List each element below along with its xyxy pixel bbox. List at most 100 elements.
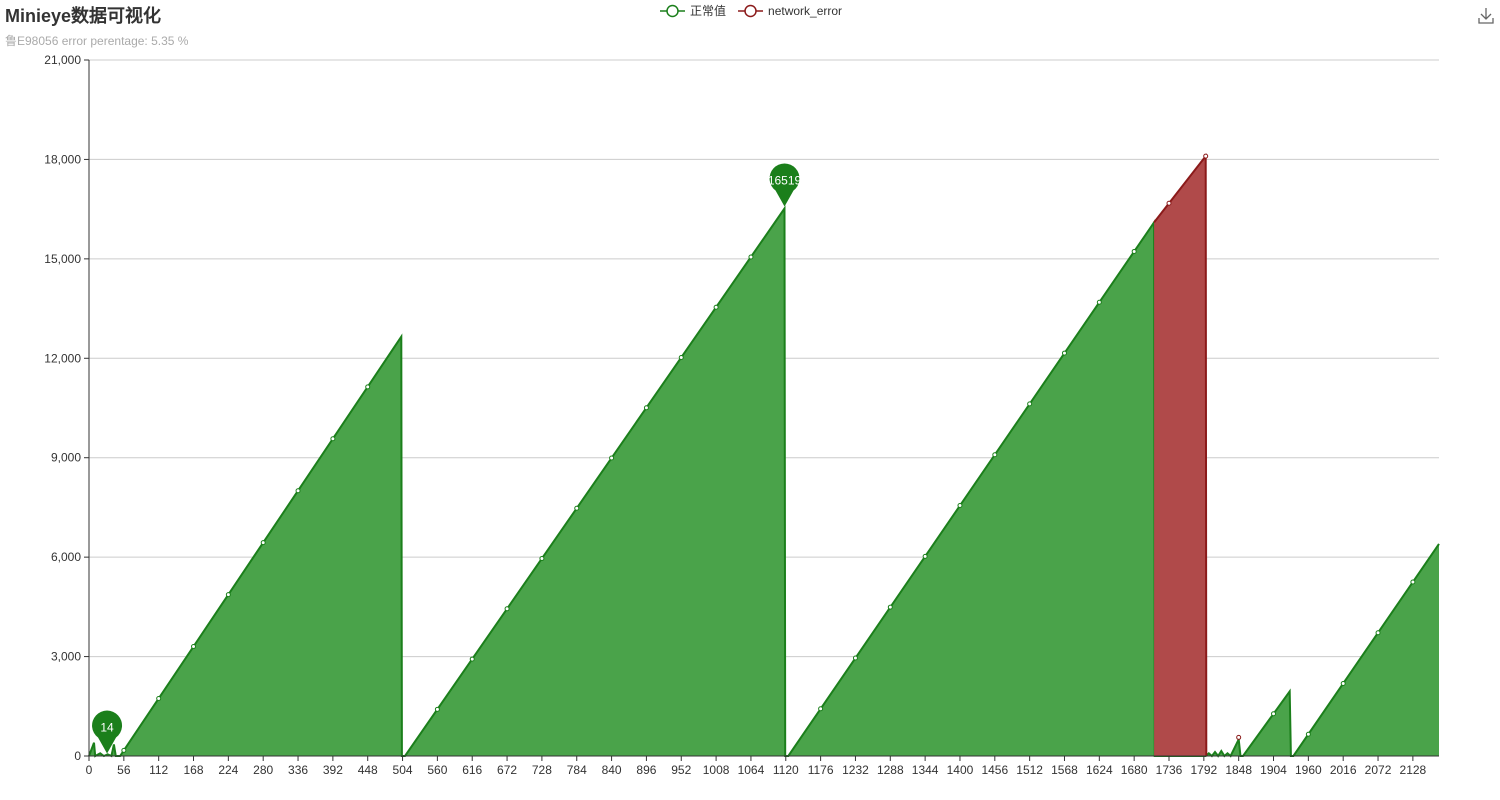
legend-label: 正常值 xyxy=(690,3,726,18)
x-tick-label: 952 xyxy=(671,763,691,777)
normal-data-point[interactable] xyxy=(1131,248,1137,254)
x-tick-label: 1456 xyxy=(981,763,1008,777)
x-tick-label: 336 xyxy=(288,763,308,777)
series-areas xyxy=(88,153,1440,758)
y-tick-label: 3,000 xyxy=(51,650,81,664)
y-tick-label: 12,000 xyxy=(44,351,81,365)
legend-symbol-icon xyxy=(666,4,679,18)
y-tick-label: 6,000 xyxy=(51,550,81,564)
normal-data-point[interactable] xyxy=(852,655,858,661)
annotation-pin[interactable]: 16519 xyxy=(768,163,802,207)
x-tick-label: 56 xyxy=(117,763,131,777)
x-tick-label: 728 xyxy=(532,763,552,777)
x-tick-label: 392 xyxy=(323,763,343,777)
normal-data-point[interactable] xyxy=(1305,731,1311,737)
x-tick-label: 560 xyxy=(427,763,447,777)
x-tick-label: 1960 xyxy=(1295,763,1322,777)
x-tick-label: 448 xyxy=(358,763,378,777)
y-tick-label: 9,000 xyxy=(51,451,81,465)
normal-data-point[interactable] xyxy=(1375,630,1381,636)
x-tick-label: 840 xyxy=(602,763,622,777)
legend-label: network_error xyxy=(768,4,842,18)
annotation-pin[interactable]: 14 xyxy=(92,710,123,754)
normal-data-point[interactable] xyxy=(539,556,545,562)
annotation-label: 16519 xyxy=(768,174,802,188)
legend-item[interactable]: 正常值 xyxy=(660,3,726,18)
x-tick-label: 0 xyxy=(86,763,93,777)
normal-data-point[interactable] xyxy=(330,436,336,442)
normal-data-point[interactable] xyxy=(1027,401,1033,407)
x-tick-label: 1512 xyxy=(1016,763,1043,777)
network-error-data-point[interactable] xyxy=(1203,153,1209,159)
x-tick-label: 1064 xyxy=(738,763,765,777)
normal-data-point[interactable] xyxy=(574,505,580,511)
normal-data-point[interactable] xyxy=(1061,350,1067,356)
x-tick-label: 672 xyxy=(497,763,517,777)
chart-title: Minieye数据可视化 xyxy=(5,6,162,26)
normal-data-point[interactable] xyxy=(643,405,649,411)
normal-data-point[interactable] xyxy=(887,604,893,610)
legend-item[interactable]: network_error xyxy=(738,4,842,18)
normal-data-point[interactable] xyxy=(504,606,510,612)
chart-subtitle: 鲁E98056 error perentage: 5.35 % xyxy=(5,34,189,48)
normal-series-area[interactable] xyxy=(89,208,1439,757)
x-tick-label: 1400 xyxy=(947,763,974,777)
x-tick-label: 1176 xyxy=(808,763,834,777)
download-icon xyxy=(1478,8,1494,24)
y-tick-label: 18,000 xyxy=(44,152,81,166)
normal-data-point[interactable] xyxy=(295,488,301,494)
x-tick-label: 2128 xyxy=(1400,763,1427,777)
x-tick-label: 504 xyxy=(393,763,413,777)
x-tick-label: 1344 xyxy=(912,763,939,777)
normal-data-point[interactable] xyxy=(1271,711,1277,717)
y-tick-label: 0 xyxy=(74,749,81,763)
normal-data-point[interactable] xyxy=(434,706,440,712)
y-tick-label: 15,000 xyxy=(44,252,81,266)
normal-data-point[interactable] xyxy=(818,706,824,712)
normal-data-point[interactable] xyxy=(1410,579,1416,585)
annotation-label: 14 xyxy=(100,721,114,735)
axes: 0 3,000 6,000 9,000 12,000 15,000 18,000 21,000… xyxy=(44,53,1439,777)
normal-data-point[interactable] xyxy=(156,695,162,701)
x-tick-label: 1568 xyxy=(1051,763,1078,777)
normal-data-point[interactable] xyxy=(922,553,928,559)
normal-data-point[interactable] xyxy=(609,455,615,461)
x-tick-label: 1848 xyxy=(1225,763,1252,777)
normal-data-point[interactable] xyxy=(1096,299,1102,305)
normal-data-point[interactable] xyxy=(748,254,754,260)
normal-data-point[interactable] xyxy=(121,747,127,753)
save-as-image-button[interactable] xyxy=(1476,6,1496,26)
x-tick-label: 1792 xyxy=(1190,763,1217,777)
x-tick-label: 1232 xyxy=(842,763,869,777)
x-tick-label: 2072 xyxy=(1365,763,1392,777)
normal-data-point[interactable] xyxy=(713,304,719,310)
pin-marker-icon xyxy=(769,163,800,207)
x-tick-label: 280 xyxy=(253,763,273,777)
normal-data-point[interactable] xyxy=(469,656,475,662)
x-tick-label: 616 xyxy=(462,763,482,777)
normal-data-point[interactable] xyxy=(260,540,266,546)
normal-data-point[interactable] xyxy=(1340,680,1346,686)
x-tick-label: 1288 xyxy=(877,763,904,777)
network-error-data-point[interactable] xyxy=(1166,200,1172,206)
normal-data-point[interactable] xyxy=(191,644,197,650)
x-tick-label: 1904 xyxy=(1260,763,1287,777)
x-tick-label: 1680 xyxy=(1121,763,1148,777)
x-tick-label: 112 xyxy=(149,763,168,777)
network-error-series-area[interactable] xyxy=(1154,156,1207,757)
x-tick-label: 1736 xyxy=(1156,763,1183,777)
normal-data-point[interactable] xyxy=(678,355,684,361)
x-tick-label: 168 xyxy=(184,763,204,777)
x-tick-label: 1624 xyxy=(1086,763,1113,777)
legend: 正常值 network_error xyxy=(660,3,842,18)
x-tick-label: 784 xyxy=(567,763,587,777)
x-tick-label: 1120 xyxy=(773,763,799,777)
normal-data-point[interactable] xyxy=(957,503,963,509)
network-error-data-point[interactable] xyxy=(1236,734,1242,740)
normal-data-point[interactable] xyxy=(225,592,231,598)
x-tick-label: 224 xyxy=(218,763,238,777)
pin-marker-icon xyxy=(92,710,123,754)
normal-data-point[interactable] xyxy=(992,452,998,458)
normal-data-point[interactable] xyxy=(365,384,371,390)
